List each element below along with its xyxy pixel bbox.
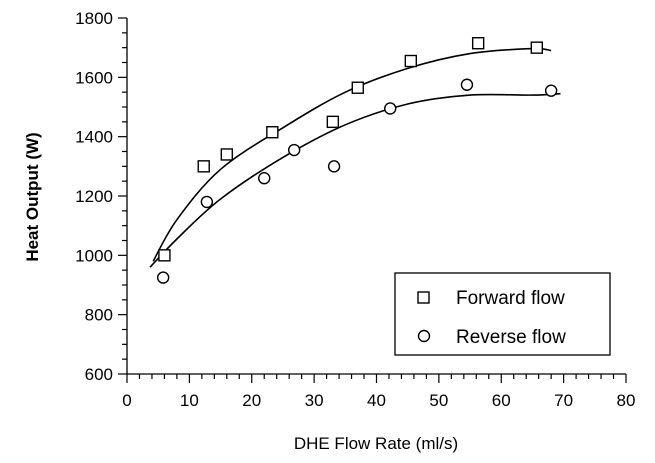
reverse-flow-point <box>156 271 170 284</box>
forward-flow-point <box>351 81 364 94</box>
reverse-flow-point <box>200 195 214 209</box>
fit-curve-forward <box>152 47 552 262</box>
reverse-flow-point <box>287 143 301 157</box>
axes: 0 10 20 30 40 50 60 70 80 600 800 1000 1200 1400 1600 1… <box>75 9 635 410</box>
forward-flow-point <box>326 115 340 129</box>
x-tick-label: 80 <box>617 391 636 410</box>
reverse-flow-point <box>544 84 558 97</box>
x-tick-label: 60 <box>492 391 511 410</box>
legend-entry-forward: Forward flow <box>417 288 565 309</box>
reverse-flow-point <box>327 160 341 173</box>
x-tick-label: 50 <box>429 391 448 410</box>
legend-circle-marker <box>417 329 431 343</box>
forward-flow-point <box>158 249 171 262</box>
y-tick-label: 1200 <box>75 187 113 206</box>
legend-entry-reverse: Reverse flow <box>417 327 566 348</box>
x-tick-label: 70 <box>554 391 573 410</box>
y-tick-label: 800 <box>85 306 113 325</box>
x-tick-label: 40 <box>367 391 386 410</box>
data-markers <box>156 37 558 284</box>
y-tick-label: 1400 <box>75 128 113 147</box>
fit-curves <box>149 47 561 268</box>
x-tick-label: 20 <box>242 391 261 410</box>
legend-label-forward: Forward flow <box>456 288 565 309</box>
forward-flow-point <box>404 54 418 68</box>
reverse-flow-point <box>460 78 474 91</box>
forward-flow-point <box>530 41 544 54</box>
legend-square-marker <box>417 291 430 304</box>
legend-label-reverse: Reverse flow <box>456 327 566 348</box>
y-tick-label: 600 <box>85 365 113 384</box>
reverse-flow-point <box>258 171 271 185</box>
forward-flow-point <box>197 160 210 173</box>
y-axis-title: Heat Output (W) <box>23 132 42 261</box>
fit-curve-reverse <box>149 92 561 268</box>
legend-box <box>394 272 611 356</box>
x-tick-label: 10 <box>180 391 199 410</box>
x-tick-label: 0 <box>122 391 131 410</box>
reverse-flow-point <box>384 102 397 115</box>
y-tick-label: 1000 <box>75 246 113 265</box>
legend: Forward flow Reverse flow <box>394 272 611 356</box>
forward-flow-point <box>266 126 279 139</box>
y-tick-label: 1800 <box>75 9 113 28</box>
y-tick-label: 1600 <box>75 68 113 87</box>
forward-flow-point <box>471 37 485 50</box>
x-tick-label: 30 <box>305 391 324 410</box>
x-axis-title: DHE Flow Rate (ml/s) <box>294 434 458 453</box>
forward-flow-point <box>220 148 234 161</box>
